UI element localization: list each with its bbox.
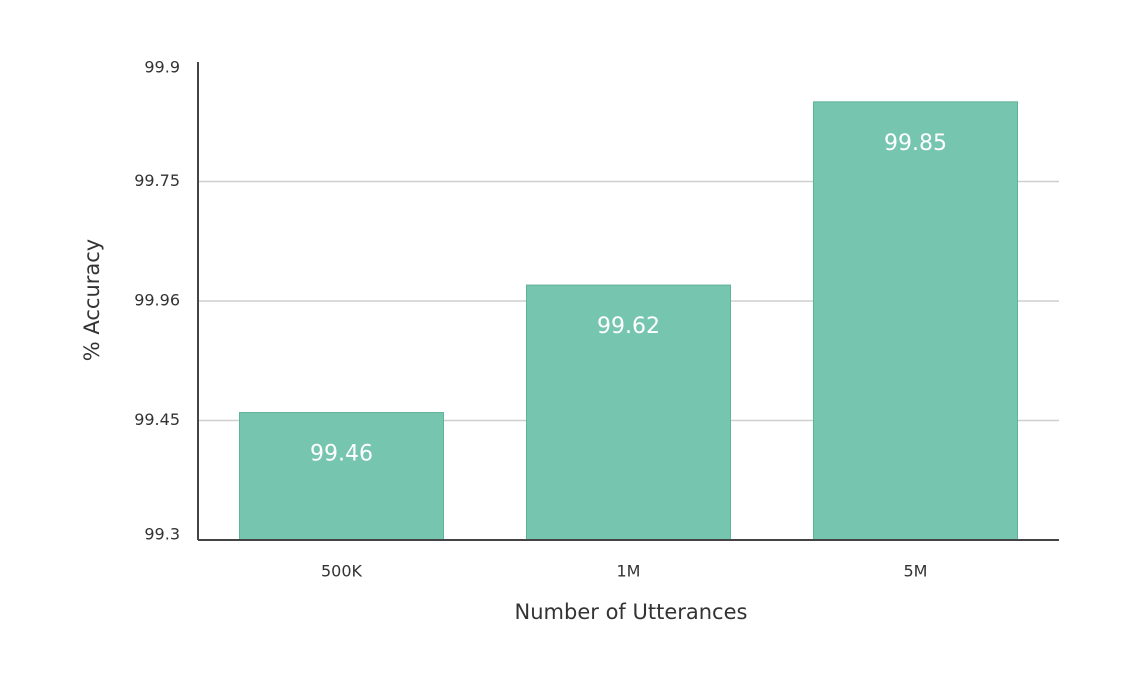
bar (813, 101, 1018, 541)
x-tick-label: 5M (904, 562, 928, 581)
y-axis-title: % Accuracy (80, 239, 104, 362)
x-tick-label: 500K (321, 562, 363, 581)
y-tick-label: 99.9 (144, 58, 180, 77)
value-label: 99.62 (597, 314, 660, 339)
value-label: 99.85 (884, 131, 947, 156)
bar (526, 284, 731, 541)
value-label: 99.46 (310, 442, 373, 467)
bar (239, 412, 444, 541)
y-tick-label: 99.96 (134, 291, 180, 310)
x-tick-label: 1M (617, 562, 641, 581)
y-tick-label: 99.75 (134, 171, 180, 190)
y-tick-label: 99.45 (134, 410, 180, 429)
y-tick-label: 99.3 (144, 525, 180, 544)
x-axis-title: Number of Utterances (515, 600, 748, 624)
